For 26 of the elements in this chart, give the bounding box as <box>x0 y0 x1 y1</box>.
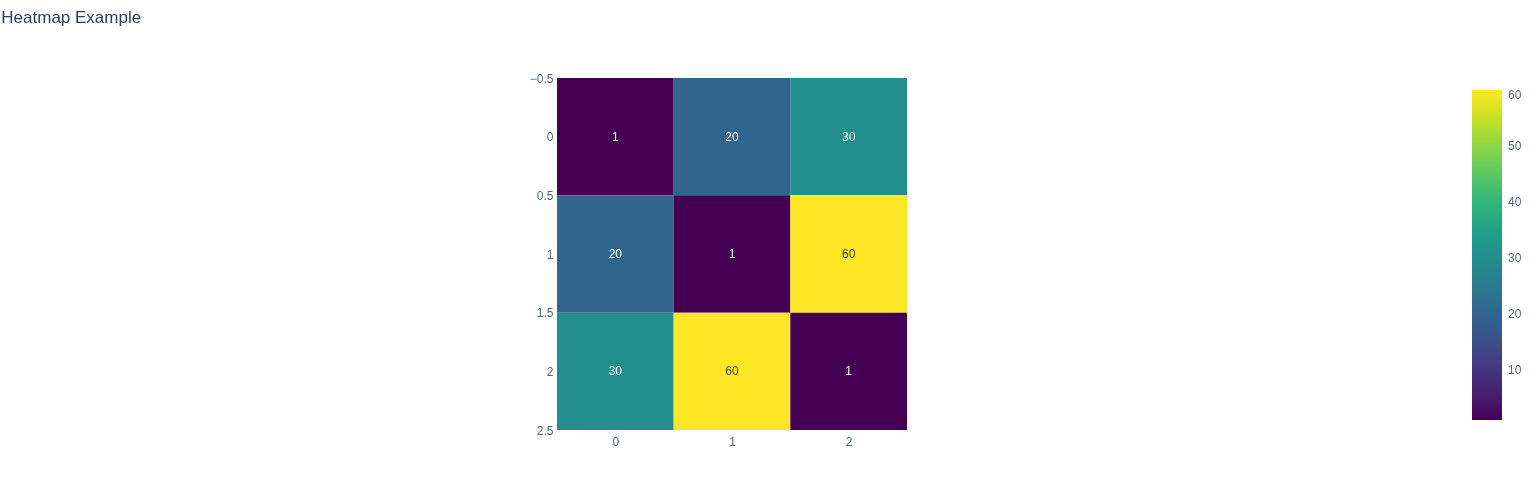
data-label: 20 <box>608 247 623 261</box>
x-tick-label: 2 <box>845 434 853 449</box>
y-tick-label: 0.5 <box>536 188 554 203</box>
data-label: 60 <box>841 247 856 261</box>
x-tick-label: 1 <box>729 434 737 449</box>
color-bar-label: 40 <box>1508 194 1522 209</box>
y-tick-label: 2.5 <box>536 423 554 438</box>
color-bar-label: 20 <box>1508 306 1522 321</box>
color-bar-label: 10 <box>1508 362 1522 377</box>
y-tick-label: 1 <box>546 247 554 262</box>
data-label: 30 <box>608 364 623 379</box>
data-label: 20 <box>725 129 739 144</box>
data-label: 30 <box>841 129 856 144</box>
data-label: 1 <box>728 247 736 261</box>
data-label: 1 <box>611 129 619 144</box>
color-bar-label: 50 <box>1508 138 1522 153</box>
color-bar-label: 60 <box>1508 88 1522 102</box>
y-tick-label: 1.5 <box>536 306 554 321</box>
y-tick-label: 0 <box>546 130 554 145</box>
x-tick-label: 0 <box>612 434 620 449</box>
data-label: 60 <box>725 364 739 379</box>
y-tick-label: −0.5 <box>529 71 554 86</box>
data-label: 1 <box>845 364 853 379</box>
color-bar-label: 30 <box>1508 250 1522 265</box>
y-tick-label: 2 <box>546 364 554 379</box>
text: Heatmap Example <box>1 8 142 27</box>
